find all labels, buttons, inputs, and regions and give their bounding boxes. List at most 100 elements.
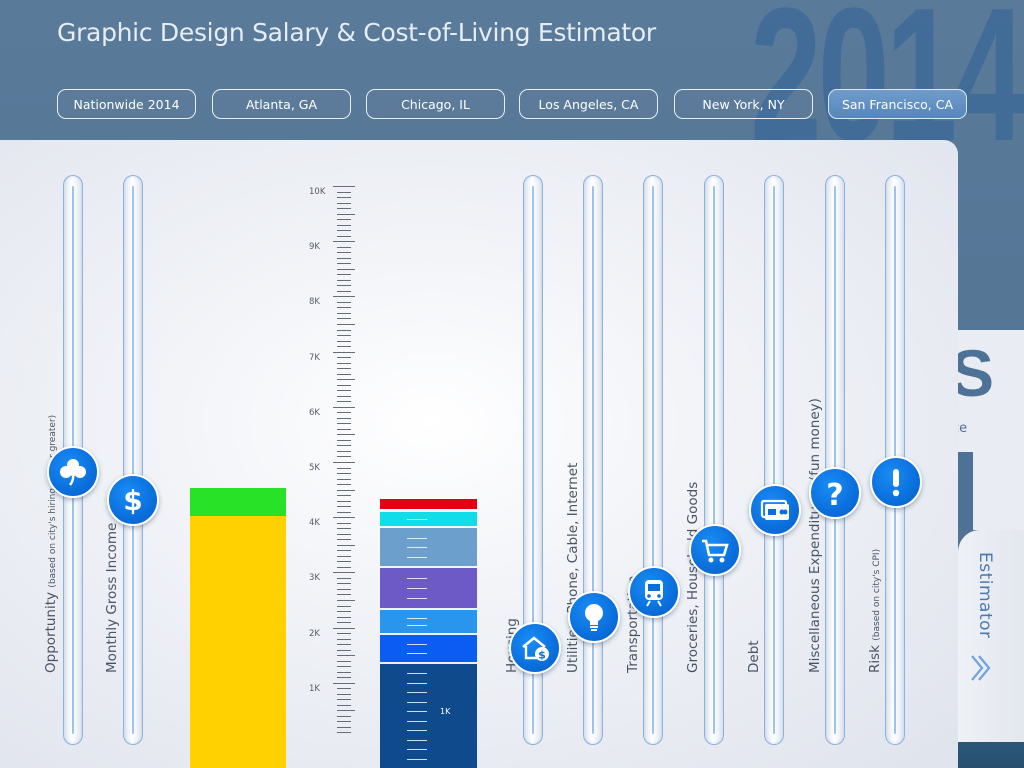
risk-segment [380,499,477,509]
scale-minor-tick [337,726,351,728]
segment-tick [407,644,427,645]
housing-slider-track[interactable] [523,175,543,745]
svg-text:$: $ [123,484,142,516]
scale-minor-tick [337,528,351,530]
city-button-los-angeles[interactable]: Los Angeles, CA [519,89,658,119]
city-button-chicago[interactable]: Chicago, IL [366,89,505,119]
misc-slider-knob[interactable]: ? [809,467,861,519]
scale-minor-tick [337,583,351,585]
segment-tick [407,692,427,694]
scale-minor-tick [337,202,351,204]
scale-minor-tick [337,257,351,259]
page-title: Graphic Design Salary & Cost-of-Living E… [57,18,656,47]
scale-minor-tick [337,285,351,287]
debt-label: Debt [746,640,762,673]
scale-label: 9K [309,242,320,253]
scale-minor-tick [337,395,351,397]
transportation-segment [380,610,477,633]
scale-minor-tick [337,484,351,486]
transportation-slider-track[interactable] [643,175,663,745]
city-button-new-york[interactable]: New York, NY [674,89,813,119]
debt-slider-knob[interactable] [749,484,801,536]
utilities-slider-track[interactable] [583,175,603,745]
misc-segment [380,512,477,526]
city-button-atlanta[interactable]: Atlanta, GA [212,89,351,119]
scale-minor-tick [337,649,351,651]
segment-tick [407,578,427,579]
scale-minor-tick [337,307,351,309]
scale-minor-tick [337,677,351,679]
scale-minor-tick [337,511,351,513]
scale-minor-tick [337,616,351,618]
scale-label: 2K [309,628,320,639]
scale-minor-tick [337,688,351,690]
scale-label: 8K [309,297,320,308]
scale-major-tick [333,351,355,353]
scale-minor-tick [337,633,351,635]
scale-minor-tick [337,312,351,314]
groceries-label: Groceries, Household Goods [685,481,701,673]
scale-minor-tick [337,213,355,215]
scale-minor-tick [337,362,351,364]
estimator-tab[interactable] [958,530,1024,742]
misc-slider-track[interactable] [825,175,845,745]
risk-slider-knob[interactable] [870,456,922,508]
city-button-nationwide[interactable]: Nationwide 2014 [57,89,196,119]
scale-minor-tick [337,445,351,447]
scale-minor-tick [337,721,351,723]
scale-minor-tick [337,439,351,441]
segment-tick [407,749,427,751]
scale-label: 7K [309,352,320,363]
scale-minor-tick [337,340,351,342]
scale-minor-tick [337,246,351,248]
scale-major-tick [333,627,355,629]
scale-minor-tick [337,638,351,640]
segment-tick [407,598,427,599]
scale-minor-tick [337,732,351,734]
housing-slider-knob[interactable]: $ [509,622,561,674]
scale-minor-tick [337,346,351,348]
utilities-slider-knob[interactable] [568,591,620,643]
scale-minor-tick [337,456,351,458]
lightbulb-icon [585,604,603,631]
groceries-segment [380,568,477,608]
groceries-slider-track[interactable] [704,175,724,745]
chevron-right-icon[interactable] [968,654,994,682]
income-slider-track[interactable] [123,175,143,745]
debt-slider-track[interactable] [764,175,784,745]
income-slider-knob[interactable]: $ [107,474,159,526]
groceries-slider-knob[interactable] [689,524,741,576]
segment-tick [407,701,427,703]
scale-major-tick [333,296,355,298]
scale-minor-tick [337,550,351,552]
scale-label: 5K [309,463,320,473]
debt-segment [380,528,477,566]
next-screen-block [953,452,973,530]
segment-tick [407,682,427,684]
scale-minor-tick [337,224,351,226]
utilities-segment [380,635,477,662]
scale-minor-tick [337,384,351,386]
scale-minor-tick [337,495,351,497]
scale-minor-tick [337,263,351,265]
housing-segment [380,664,477,768]
transportation-slider-knob[interactable] [628,566,680,618]
scale-major-tick [333,517,355,519]
scale-minor-tick [337,318,351,320]
scale-major-tick [333,682,355,684]
value-scale: 10K 9K 8K 7K 6K 5K 4K 3K 2K 1K [309,186,355,734]
scale-minor-tick [337,561,351,563]
scale-label: 10K [309,187,326,197]
scale-minor-tick [337,252,351,254]
scale-minor-tick [337,699,351,701]
opportunity-slider-knob[interactable] [47,446,99,498]
scale-minor-tick [337,566,351,568]
segment-tick [407,556,427,558]
segment-tick [407,711,427,713]
scale-minor-tick [337,600,355,601]
train-icon [645,580,663,607]
segment-tick [407,758,427,760]
estimator-panel [0,140,958,768]
city-button-san-francisco[interactable]: San Francisco, CA [828,89,967,119]
scale-minor-tick [337,401,351,403]
